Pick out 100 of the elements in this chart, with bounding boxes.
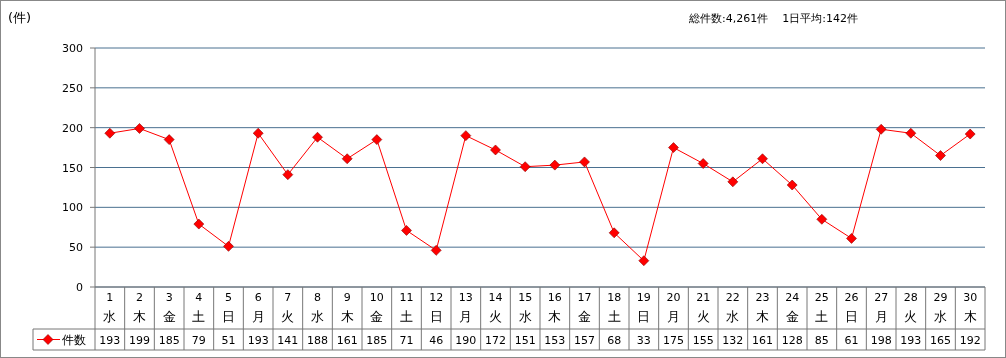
data-label: 85 (814, 334, 829, 347)
data-label: 71 (399, 334, 414, 347)
point (282, 169, 294, 180)
data-label: 188 (307, 334, 328, 347)
point (816, 213, 828, 225)
point (430, 245, 442, 256)
point (341, 153, 353, 165)
x-tick-label: 21 火 (696, 291, 711, 324)
x-tick-label: 16 木 (547, 291, 562, 324)
data-label: 175 (663, 334, 684, 347)
data-label: 193 (99, 334, 121, 347)
x-tick-label: 27 月 (874, 291, 889, 324)
x-tick-label: 25 土 (814, 291, 829, 324)
point (579, 156, 590, 168)
data-label: 192 (959, 334, 981, 347)
data-label: 198 (870, 334, 892, 347)
data-label: 151 (514, 334, 536, 347)
y-tick-label: 0 (76, 281, 83, 294)
point (490, 144, 501, 156)
y-tick-label: 150 (62, 161, 83, 175)
data-label: 51 (221, 334, 236, 347)
point (638, 255, 650, 267)
x-tick-label: 8 水 (311, 291, 324, 324)
point (608, 227, 620, 239)
data-label: 61 (844, 334, 859, 347)
point (371, 134, 383, 145)
point (252, 127, 264, 139)
point (460, 130, 472, 141)
y-tick-label: 50 (69, 241, 83, 255)
x-tick-label: 2 木 (133, 291, 146, 324)
point (786, 179, 798, 191)
data-label: 199 (129, 334, 150, 347)
y-tick-label: 300 (62, 42, 83, 55)
x-tick-label: 20 月 (666, 291, 681, 324)
x-tick-label: 18 土 (607, 291, 622, 324)
text: 総件数:4,261件 (688, 12, 769, 25)
point (935, 150, 946, 161)
text: 1日平均:142件 (782, 12, 858, 25)
x-tick-label: 7 火 (281, 291, 295, 324)
x-tick-label: 15 水 (518, 291, 533, 324)
x-tick-label: 10 金 (369, 291, 384, 324)
point (697, 158, 709, 169)
point (193, 218, 205, 230)
x-tick-label: 13 月 (458, 291, 473, 324)
legend-label: 件数 (62, 333, 86, 347)
data-label: 161 (752, 334, 773, 347)
x-tick-label: 22 水 (725, 291, 740, 324)
data-label: 33 (636, 334, 651, 347)
point (846, 233, 857, 244)
data-label: 165 (930, 334, 951, 347)
x-tick-label: 6 月 (251, 291, 265, 324)
data-label: 185 (366, 334, 388, 347)
point (905, 127, 917, 139)
point (223, 241, 234, 252)
x-tick-label: 23 木 (755, 291, 770, 324)
data-label: 190 (455, 334, 477, 347)
data-label: 157 (574, 334, 595, 347)
data-label: 141 (277, 334, 299, 347)
x-tick-label: 1 水 (103, 291, 117, 324)
y-axis-title: (件) (8, 10, 32, 25)
x-tick-label: 3 金 (162, 291, 176, 324)
point (519, 161, 531, 172)
point (757, 153, 768, 165)
point (163, 134, 175, 145)
x-tick-label: 19 日 (636, 291, 651, 324)
point (104, 127, 116, 139)
data-label: 155 (692, 334, 714, 347)
point (134, 123, 145, 134)
data-label: 68 (607, 334, 622, 347)
data-label: 193 (900, 334, 922, 347)
y-tick-label: 200 (62, 121, 83, 135)
point (964, 128, 976, 140)
point (549, 159, 561, 171)
data-label: 46 (429, 334, 444, 347)
data-label: 128 (781, 334, 803, 347)
x-tick-label: 5 日 (222, 291, 235, 324)
point (875, 123, 887, 135)
data-label: 172 (485, 334, 506, 347)
x-tick-label: 24 金 (785, 291, 800, 324)
x-tick-label: 29 水 (933, 291, 948, 324)
data-label: 79 (191, 334, 206, 347)
x-tick-label: 4 土 (192, 291, 206, 324)
point (668, 142, 679, 153)
data-label: 193 (247, 334, 269, 347)
x-tick-label: 14 火 (488, 291, 503, 324)
x-tick-label: 9 木 (340, 291, 354, 324)
point (401, 225, 412, 236)
data-label: 161 (336, 334, 358, 347)
y-tick-label: 250 (62, 81, 83, 95)
data-label: 132 (722, 334, 744, 347)
x-tick-label: 30 木 (963, 291, 978, 324)
x-tick-label: 26 日 (844, 291, 859, 324)
y-tick-label: 100 (62, 201, 83, 215)
point (727, 176, 739, 188)
x-tick-label: 12 日 (429, 291, 444, 324)
data-label: 185 (158, 334, 180, 347)
point (312, 131, 323, 143)
data-label: 153 (544, 334, 566, 347)
x-tick-label: 17 金 (577, 291, 592, 324)
x-tick-label: 11 土 (399, 291, 414, 324)
